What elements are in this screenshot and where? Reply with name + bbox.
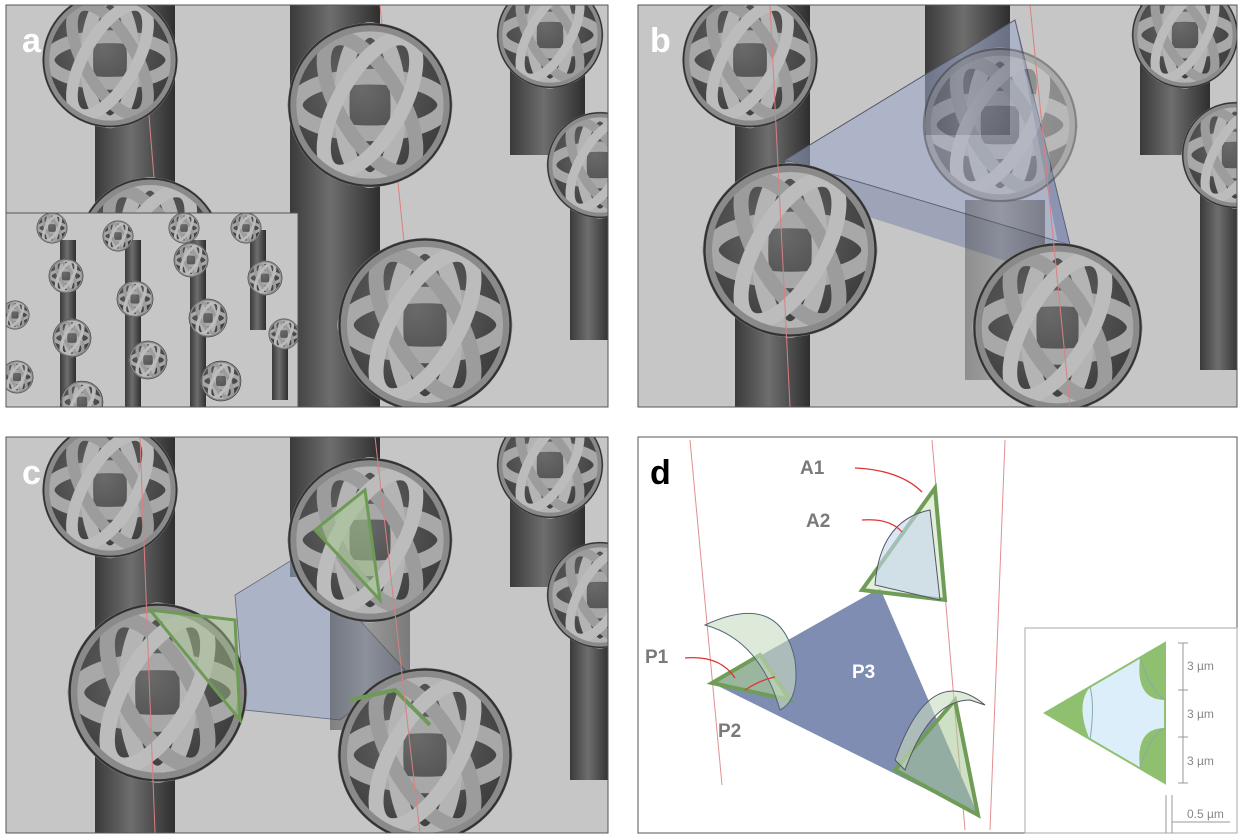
- scale-label: 3 µm: [1187, 707, 1214, 721]
- shape: [169, 213, 199, 243]
- shape: [974, 244, 1140, 410]
- shape: [548, 113, 653, 218]
- panel-label: d: [650, 454, 671, 492]
- panel-d: A1 A2 P1 P2 P3 3 µm 3 µm 3 µm 0.5 µm: [638, 437, 1237, 833]
- page: {"panels": [ {"label": "a"}, {"label": "…: [0, 0, 1241, 837]
- panel-label: a: [22, 22, 42, 60]
- shape: [924, 49, 1076, 201]
- shape: [129, 341, 167, 379]
- panel-label: c: [22, 454, 41, 492]
- panel-c: [6, 413, 652, 837]
- shape: [231, 213, 261, 243]
- shape: [53, 319, 91, 357]
- shape: [1, 301, 30, 330]
- annotation: P3: [852, 662, 875, 683]
- annotation: P2: [718, 721, 741, 742]
- shape: [44, 424, 177, 557]
- shape: [174, 243, 208, 277]
- scale-label: 3 µm: [1187, 659, 1214, 673]
- shape: [548, 543, 653, 648]
- shape: [117, 281, 153, 317]
- panel-label: b: [650, 22, 671, 60]
- shape: [189, 299, 227, 337]
- scale-label: 3 µm: [1187, 754, 1214, 768]
- annotation: A1: [800, 458, 825, 479]
- panel-a: [1, 0, 653, 423]
- shape: [684, 0, 817, 127]
- shape: [103, 221, 133, 251]
- shape: [201, 361, 241, 401]
- shape: [61, 381, 103, 423]
- shape: [289, 24, 451, 186]
- figure: a b: [0, 0, 1241, 837]
- inset: [1, 213, 299, 423]
- annotation: P1: [645, 647, 669, 668]
- shape: [125, 240, 141, 410]
- shape: [49, 259, 83, 293]
- shape: [37, 213, 67, 243]
- shape: [340, 240, 511, 411]
- panel-b: [638, 0, 1241, 411]
- shape: [44, 0, 177, 127]
- scale-label: 0.5 µm: [1187, 807, 1224, 821]
- shape: [498, 413, 603, 518]
- shape: [705, 165, 876, 336]
- annotation: A2: [806, 511, 830, 532]
- shape: [248, 261, 282, 295]
- shape: [269, 319, 299, 349]
